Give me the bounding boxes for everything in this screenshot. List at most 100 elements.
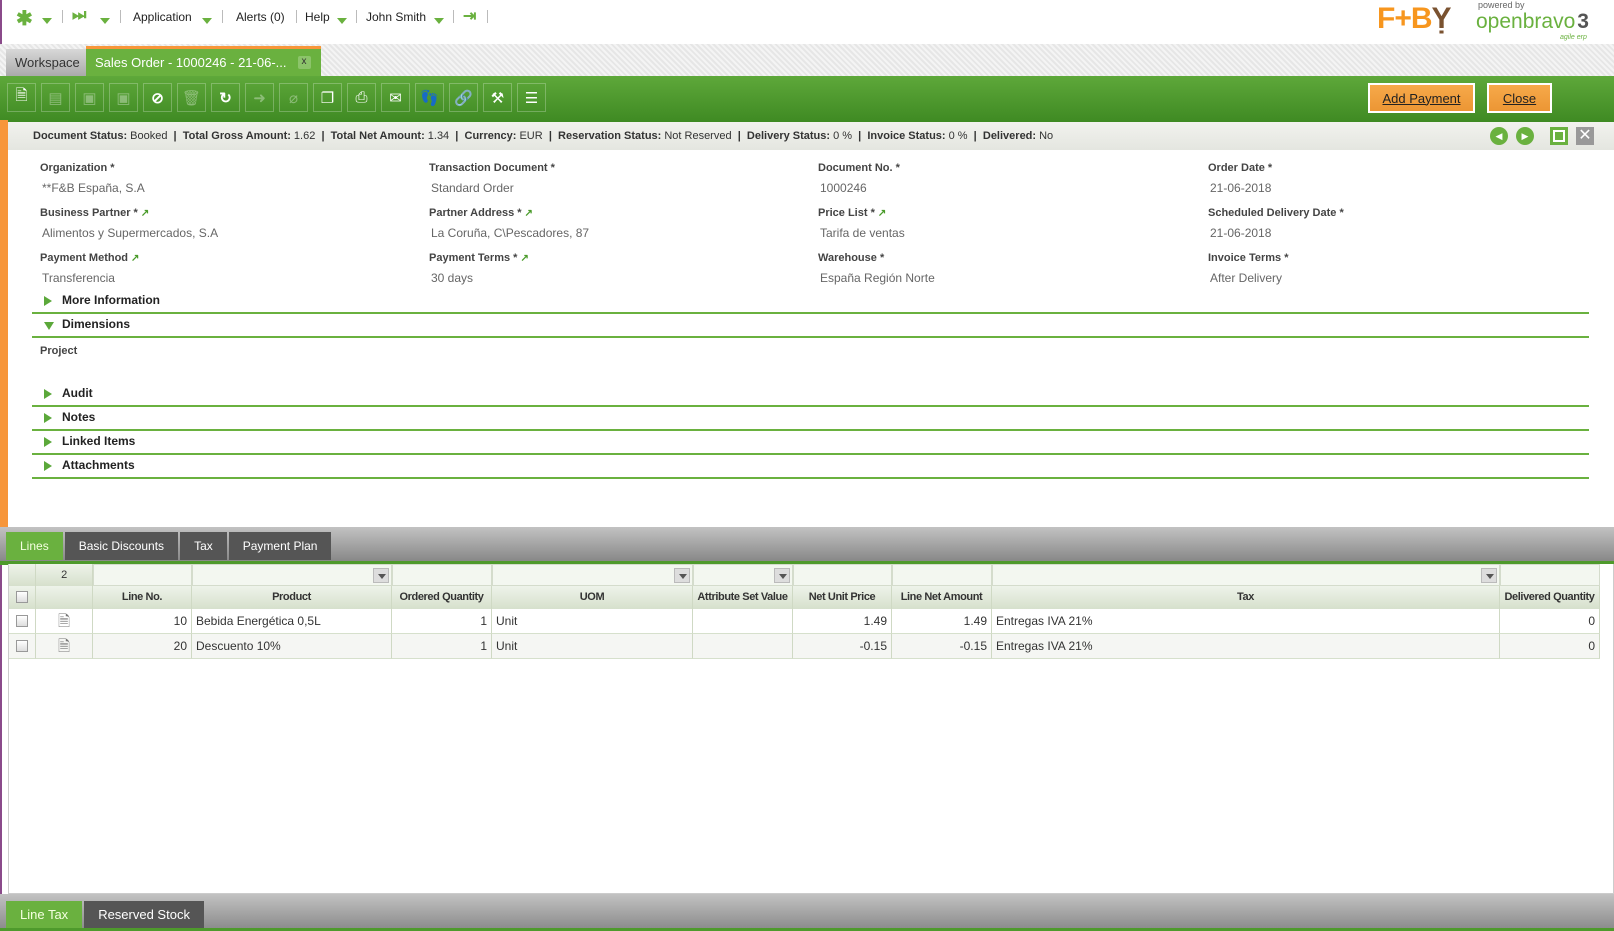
section-audit[interactable]: Audit [32, 383, 1589, 407]
edit-record-icon[interactable]: 🗎 [57, 613, 71, 630]
attach-icon[interactable]: ⌀ [279, 83, 308, 112]
section-dimensions[interactable]: Dimensions [32, 314, 1589, 338]
quick-launch-icon[interactable]: ⏭ [72, 7, 87, 24]
tab-workspace[interactable]: Workspace [6, 49, 89, 76]
close-form-icon[interactable]: ✕ [1576, 127, 1594, 145]
grid-cell[interactable]: Unit [492, 609, 693, 634]
column-header[interactable]: Product [192, 586, 392, 609]
close-button[interactable]: Close [1487, 83, 1552, 113]
print-icon[interactable]: ⎙ [347, 83, 376, 112]
audit-trail-icon[interactable]: 👣 [415, 83, 444, 112]
field-value[interactable]: 30 days [431, 271, 474, 285]
column-header[interactable]: Tax [992, 586, 1500, 609]
link-arrow-icon[interactable]: ↗ [140, 208, 150, 219]
field-value[interactable]: Tarifa de ventas [820, 226, 905, 240]
filter-input[interactable] [492, 564, 693, 586]
row-select[interactable] [9, 634, 36, 659]
link-arrow-icon[interactable]: ↗ [877, 208, 887, 219]
cancel-icon[interactable]: ⊘ [143, 83, 172, 112]
grid-cell[interactable] [693, 609, 793, 634]
field-value[interactable]: After Delivery [1210, 271, 1283, 285]
grid-cell[interactable]: 0 [1500, 634, 1600, 659]
row-checkbox[interactable] [16, 640, 28, 652]
grid-cell[interactable]: 1.49 [892, 609, 992, 634]
filter-dropdown-icon[interactable] [774, 568, 790, 583]
filter-input[interactable] [892, 564, 992, 586]
grid-cell[interactable]: Entregas IVA 21% [992, 634, 1500, 659]
refresh-icon[interactable]: ↻ [211, 83, 240, 112]
chevron-down-icon[interactable] [202, 13, 212, 27]
column-header[interactable]: Line No. [93, 586, 192, 609]
filter-input[interactable] [693, 564, 793, 586]
filter-dropdown-icon[interactable] [674, 568, 690, 583]
link-arrow-icon[interactable]: ↗ [524, 208, 533, 219]
filter-input[interactable] [93, 564, 192, 586]
subtab-tax[interactable]: Tax [180, 532, 227, 560]
application-menu[interactable]: Application [133, 10, 192, 24]
alerts-link[interactable]: Alerts (0) [236, 10, 285, 24]
filter-dropdown-icon[interactable] [1481, 568, 1497, 583]
column-header[interactable]: UOM [492, 586, 693, 609]
section-notes[interactable]: Notes [32, 407, 1589, 431]
save-close-icon[interactable]: ▣ [109, 83, 138, 112]
link-arrow-icon[interactable]: ↗ [520, 253, 529, 264]
filter-input[interactable] [793, 564, 892, 586]
section-attachments[interactable]: Attachments [32, 455, 1589, 479]
section-more-information[interactable]: More Information [32, 290, 1589, 314]
field-value[interactable]: 21-06-2018 [1210, 226, 1272, 240]
subtab-payment-plan[interactable]: Payment Plan [228, 532, 332, 560]
field-value[interactable]: **F&B España, S.A [42, 181, 145, 195]
filter-input[interactable] [992, 564, 1500, 586]
field-value[interactable]: La Coruña, C\Pescadores, 87 [431, 226, 590, 240]
email-icon[interactable]: ✉ [381, 83, 410, 112]
grid-cell[interactable]: 0 [1500, 609, 1600, 634]
grid-cell[interactable]: 1 [392, 609, 492, 634]
column-header[interactable]: Attribute Set Value [693, 586, 793, 609]
quick-create-icon[interactable]: ✱ [16, 8, 33, 30]
chevron-down-icon[interactable] [337, 13, 347, 27]
filter-input[interactable] [192, 564, 392, 586]
filter-dropdown-icon[interactable] [373, 568, 389, 583]
logout-icon[interactable]: ⇥ [463, 8, 477, 25]
chevron-down-icon[interactable] [100, 13, 110, 27]
link-icon[interactable]: 🔗 [449, 83, 478, 112]
row-action[interactable]: 🗎 [36, 634, 93, 659]
maximize-icon[interactable] [1550, 127, 1568, 145]
export-icon[interactable]: ➜ [245, 83, 274, 112]
section-linked-items[interactable]: Linked Items [32, 431, 1589, 455]
grid-icon[interactable]: ▤ [41, 83, 70, 112]
layout-icon[interactable]: ☰ [517, 83, 546, 112]
grid-cell[interactable]: -0.15 [892, 634, 992, 659]
save-icon[interactable]: ▣ [75, 83, 104, 112]
grid-cell[interactable]: Bebida Energética 0,5L [192, 609, 392, 634]
row-action[interactable]: 🗎 [36, 609, 93, 634]
field-value[interactable]: 21-06-2018 [1210, 181, 1272, 195]
select-all-header[interactable] [9, 586, 36, 609]
grid-cell[interactable]: 10 [93, 609, 192, 634]
next-record-icon[interactable]: ▶ [1516, 127, 1534, 145]
edit-record-icon[interactable]: 🗎 [57, 638, 71, 655]
help-menu[interactable]: Help [305, 10, 330, 24]
row-select[interactable] [9, 609, 36, 634]
delete-icon[interactable]: 🗑 [177, 83, 206, 112]
copy-icon[interactable]: ❐ [313, 83, 342, 112]
grid-cell[interactable]: Descuento 10% [192, 634, 392, 659]
grid-cell[interactable] [693, 634, 793, 659]
select-all-checkbox[interactable] [16, 591, 28, 603]
field-value[interactable]: España Región Norte [820, 271, 935, 285]
field-value[interactable]: Standard Order [431, 181, 514, 195]
filter-input[interactable] [392, 564, 492, 586]
link-arrow-icon[interactable]: ↗ [131, 253, 140, 264]
grid-cell[interactable]: 20 [93, 634, 192, 659]
row-checkbox[interactable] [16, 615, 28, 627]
column-header[interactable] [36, 586, 93, 609]
grid-cell[interactable]: Entregas IVA 21% [992, 609, 1500, 634]
add-payment-button[interactable]: Add Payment [1368, 83, 1475, 113]
column-header[interactable]: Line Net Amount [892, 586, 992, 609]
grid-cell[interactable]: 1.49 [793, 609, 892, 634]
column-header[interactable]: Ordered Quantity [392, 586, 492, 609]
subtab-line-tax[interactable]: Line Tax [6, 901, 83, 928]
field-value[interactable]: Transferencia [42, 271, 115, 285]
column-header[interactable]: Delivered Quantity [1500, 586, 1600, 609]
chevron-down-icon[interactable] [434, 13, 444, 27]
